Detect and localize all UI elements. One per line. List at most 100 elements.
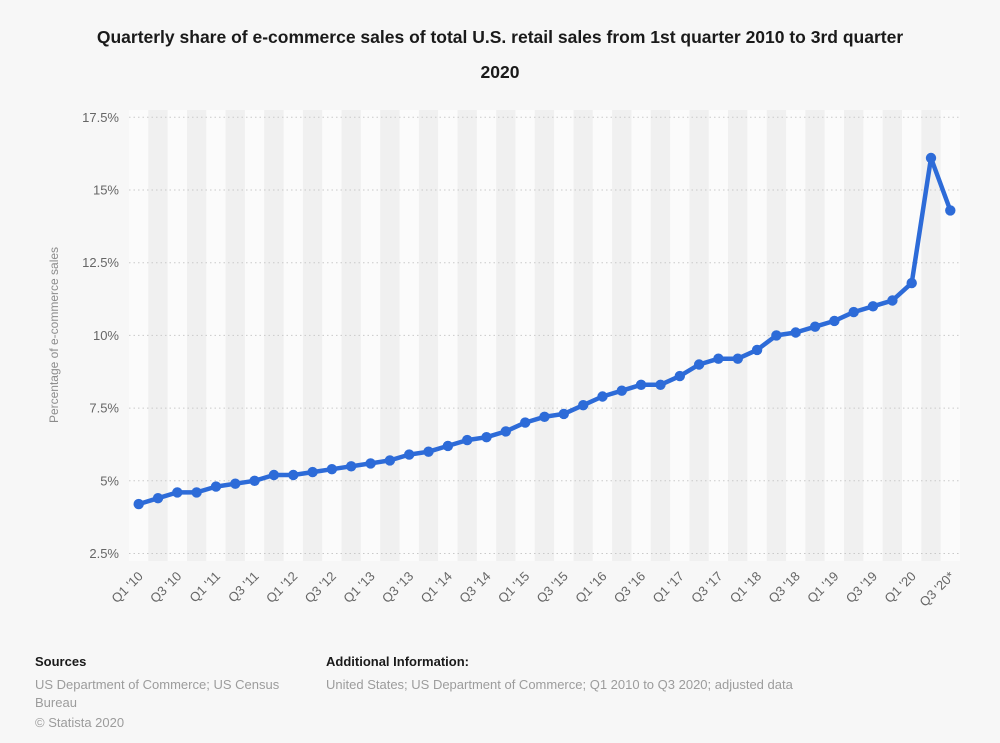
data-point-q4-18[interactable] [809,321,821,332]
column-stripe [940,110,960,561]
column-stripe [882,110,903,561]
data-point-q4-14[interactable] [500,426,511,437]
column-stripe [824,110,845,561]
data-point-q2-16[interactable] [616,385,627,396]
data-point-q1-12[interactable] [288,469,299,481]
column-stripe [670,110,690,561]
additional-info-block: Additional Information: United States; U… [326,654,976,694]
x-tick-label: Q1 '16 [572,569,609,606]
data-point-q3-20-[interactable] [945,205,956,216]
column-stripe [902,110,922,561]
data-point-q4-16[interactable] [655,379,666,390]
x-tick-label: Q3 '15 [534,569,571,606]
data-point-q3-19[interactable] [867,301,879,312]
y-tick-label: 15% [93,183,119,198]
data-point-q1-13[interactable] [365,458,376,469]
x-tick-label: Q3 '17 [688,569,725,606]
column-stripe [534,110,555,561]
column-stripe [302,110,323,561]
y-tick-label: 2.5% [89,546,119,561]
data-point-q1-19[interactable] [829,315,840,327]
sources-text: US Department of Commerce; US Census Bur… [35,677,280,710]
column-stripe [805,110,825,561]
data-point-q2-10[interactable] [152,493,164,504]
data-point-q4-15[interactable] [578,400,589,411]
data-point-q3-13[interactable] [404,449,415,460]
column-stripe [863,110,883,561]
additional-info-text: United States; US Department of Commerce… [326,677,793,692]
data-point-q3-12[interactable] [326,464,338,475]
data-point-q3-10[interactable] [172,487,183,498]
data-point-q3-17[interactable] [713,353,724,364]
data-point-q2-17[interactable] [693,359,705,370]
column-stripe [554,110,574,561]
data-point-q2-12[interactable] [307,466,318,478]
data-point-q1-16[interactable] [597,391,608,402]
data-point-q1-10[interactable] [133,498,144,510]
data-point-q4-12[interactable] [346,461,357,472]
data-point-q2-11[interactable] [230,478,241,489]
column-stripe [689,110,709,561]
x-tick-label: Q1 '12 [263,569,300,606]
x-tick-label: Q3 '16 [611,569,648,606]
data-point-q1-17[interactable] [674,370,685,382]
x-tick-label: Q3 '13 [379,569,416,606]
chart-title: Quarterly share of e-commerce sales of t… [96,27,904,82]
column-stripe [283,110,303,561]
data-point-q4-19[interactable] [887,295,898,306]
x-tick-label: Q1 '18 [727,569,764,606]
column-stripe [341,110,361,561]
x-tick-label: Q3 '12 [302,569,339,606]
column-stripe [438,110,458,561]
x-tick-label: Q1 '19 [804,569,841,606]
x-tick-label: Q1 '17 [650,569,687,606]
data-point-q1-20[interactable] [906,277,917,289]
y-tick-label: 12.5% [82,255,119,270]
column-stripe [476,110,497,561]
data-point-q4-17[interactable] [732,353,743,364]
data-point-q1-15[interactable] [520,417,531,428]
y-tick-label: 10% [93,328,119,343]
data-point-q3-15[interactable] [558,408,569,420]
x-tick-label: Q1 '10 [108,569,145,606]
chart-canvas[interactable]: 2.5%5%7.5%10%12.5%15%17.5%Q1 '10 Q3 '10 Q1… [0,0,1000,640]
column-stripe [573,110,593,561]
x-tick-label: Q3 '20* [916,569,957,610]
column-stripe [612,110,632,561]
x-tick-label: Q1 '20 [881,569,918,606]
data-point-q4-13[interactable] [423,446,434,457]
sources-label: Sources [35,654,87,669]
column-stripe [631,110,651,561]
data-point-q3-11[interactable] [249,475,260,486]
sources-block: Sources US Department of Commerce; US Ce… [35,654,315,732]
data-point-q2-19[interactable] [848,306,859,318]
data-point-q2-15[interactable] [539,411,550,422]
y-tick-label: 5% [100,473,119,488]
x-tick-label: Q3 '11 [225,569,262,606]
data-point-q4-11[interactable] [268,469,280,481]
additional-info-label: Additional Information: [326,654,469,669]
x-tick-label: Q1 '14 [418,569,455,606]
column-stripe [167,110,187,561]
data-point-q2-14[interactable] [462,434,473,446]
data-point-q1-14[interactable] [442,440,454,452]
data-point-q2-18[interactable] [771,330,782,341]
column-stripe [244,110,265,561]
x-tick-label: Q3 '14 [456,569,493,606]
data-point-q1-11[interactable] [210,481,222,492]
column-stripe [360,110,381,561]
column-stripe [225,110,245,561]
data-point-q4-10[interactable] [191,487,202,498]
column-stripe [380,110,400,561]
x-tick-label: Q3 '10 [147,569,184,606]
data-point-q3-14[interactable] [481,432,492,443]
data-point-q3-18[interactable] [790,327,801,338]
x-tick-label: Q1 '11 [186,569,223,606]
column-stripe [496,110,516,561]
data-point-q1-18[interactable] [751,344,763,356]
data-point-q3-16[interactable] [635,379,647,390]
data-point-q2-13[interactable] [384,455,396,466]
column-stripe [747,110,767,561]
data-point-q2-20[interactable] [925,152,937,164]
